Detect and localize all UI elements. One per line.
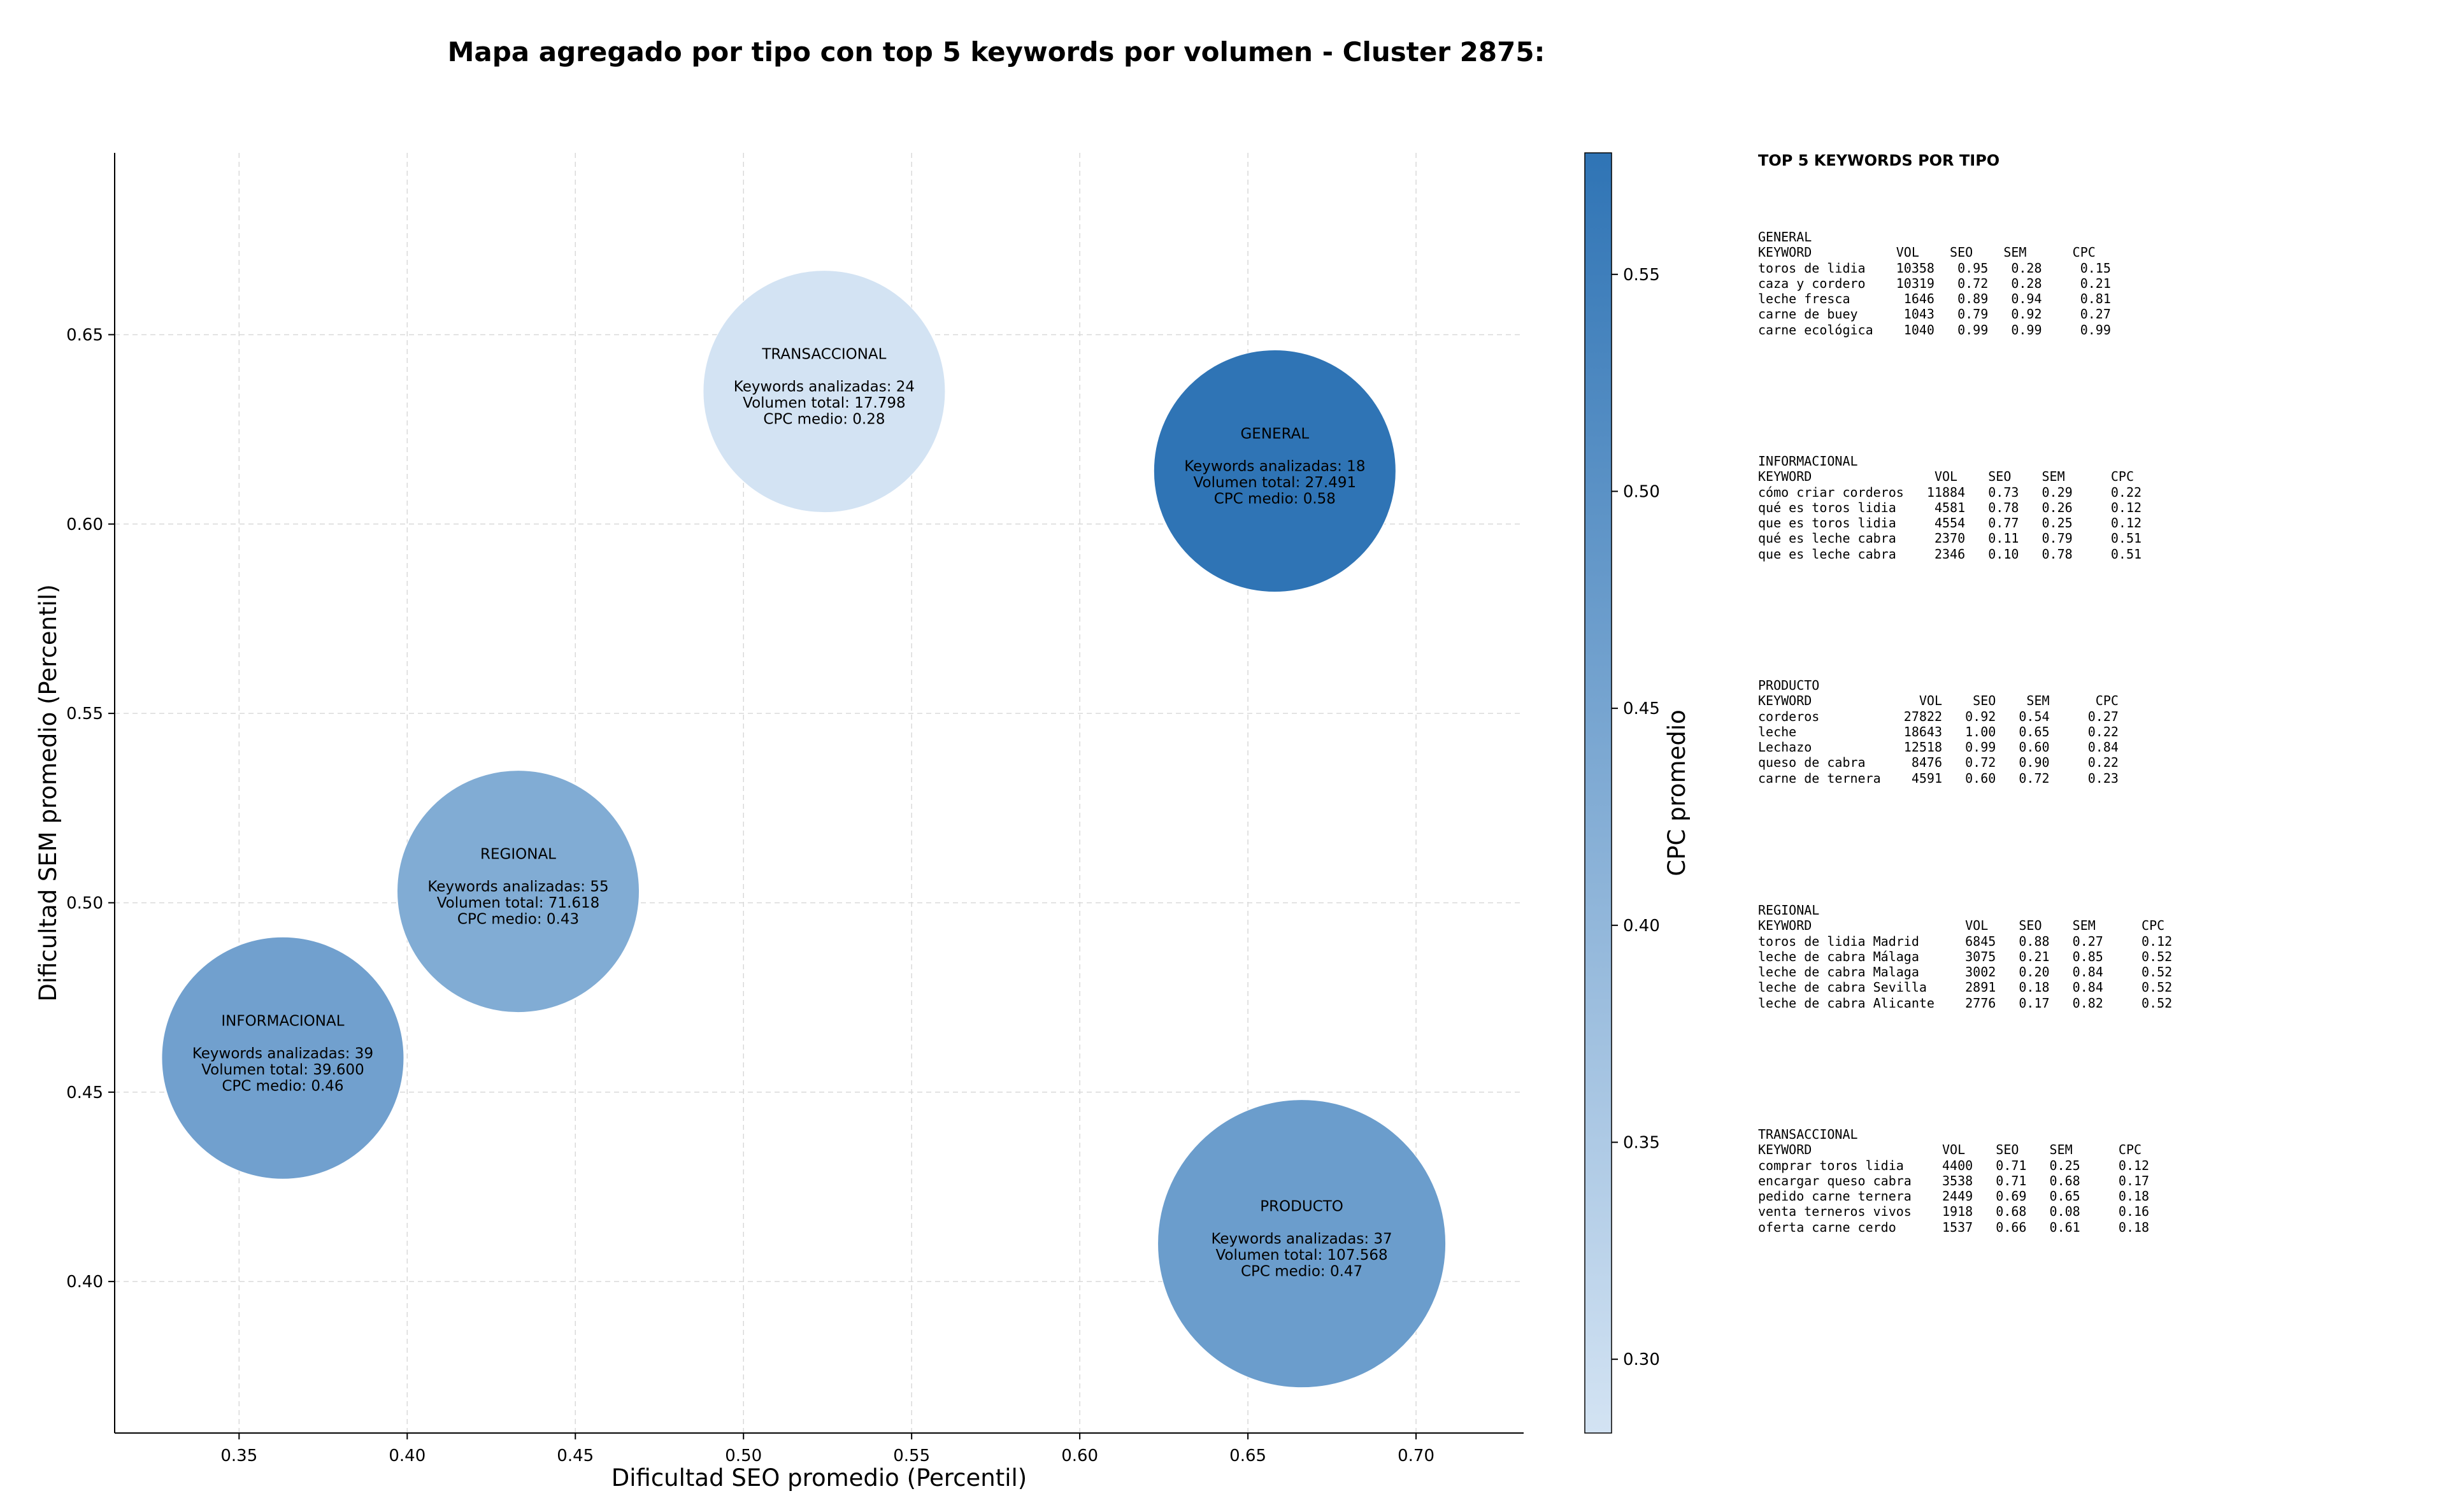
y-tick-label: 0.55 xyxy=(66,704,103,724)
x-tick-label: 0.40 xyxy=(389,1446,426,1466)
top-keywords-panel: TOP 5 KEYWORDS POR TIPO GENERAL KEYWORD … xyxy=(1758,148,2433,1294)
keyword-table-producto: PRODUCTO KEYWORD VOL SEO SEM CPC cordero… xyxy=(1758,678,2119,786)
bubble-informacional: INFORMACIONAL Keywords analizadas: 39Volu… xyxy=(161,936,404,1180)
bubble-label: Volumen total: 107.568 xyxy=(1215,1247,1387,1264)
bubble-circle xyxy=(1153,350,1396,593)
bubble-transaccional: TRANSACCIONAL Keywords analizadas: 24Volu… xyxy=(703,270,946,513)
bubble-label: Keywords analizadas: 24 xyxy=(734,379,915,396)
keyword-block-producto: PRODUCTO KEYWORD VOL SEO SEM CPC cordero… xyxy=(1758,678,2119,786)
colorbar-ticks: 0.30 0.35 0.40 0.45 0.50 0.55 xyxy=(1612,266,1660,1369)
bubble-circle xyxy=(1157,1099,1447,1388)
bubble-circle xyxy=(397,770,640,1013)
keyword-table-general: GENERAL KEYWORD VOL SEO SEM CPC toros de… xyxy=(1758,229,2111,338)
bubble-label: PRODUCTO xyxy=(1260,1199,1343,1215)
y-axis-label: Dificultad SEM promedio (Percentil) xyxy=(34,584,62,1001)
y-tick-label: 0.45 xyxy=(66,1083,103,1102)
colorbar-tick-label: 0.35 xyxy=(1623,1133,1660,1152)
keyword-table-transaccional: TRANSACCIONAL KEYWORD VOL SEO SEM CPC co… xyxy=(1758,1127,2150,1235)
bubble-label: REGIONAL xyxy=(480,846,556,863)
bubble-circle xyxy=(161,936,404,1180)
x-tick-label: 0.35 xyxy=(220,1446,257,1466)
chart-title: Mapa agregado por tipo con top 5 keyword… xyxy=(448,36,1545,68)
bubble-label: GENERAL xyxy=(1240,426,1309,443)
keyword-block-transaccional: TRANSACCIONAL KEYWORD VOL SEO SEM CPC co… xyxy=(1758,1127,2149,1235)
x-tick-label: 0.70 xyxy=(1398,1446,1434,1466)
keyword-block-general: GENERAL KEYWORD VOL SEO SEM CPC toros de… xyxy=(1758,229,2111,338)
keyword-block-informacional: INFORMACIONAL KEYWORD VOL SEO SEM CPC có… xyxy=(1758,453,2142,562)
bubble-label: TRANSACCIONAL xyxy=(761,346,886,363)
bubble-label: Volumen total: 39.600 xyxy=(201,1062,364,1078)
bubble-label: CPC medio: 0.28 xyxy=(763,411,885,428)
x-tick-label: 0.45 xyxy=(557,1446,594,1466)
y-tick-label: 0.40 xyxy=(66,1273,103,1292)
colorbar-tick-label: 0.45 xyxy=(1623,699,1660,718)
keyword-table-informacional: INFORMACIONAL KEYWORD VOL SEO SEM CPC có… xyxy=(1758,453,2142,562)
x-axis-label: Dificultad SEO promedio (Percentil) xyxy=(612,1464,1027,1492)
bubble-label: Volumen total: 27.491 xyxy=(1194,474,1357,491)
bubble-label: CPC medio: 0.58 xyxy=(1214,491,1336,508)
y-ticks: 0.40 0.45 0.50 0.55 0.60 0.65 xyxy=(66,325,115,1292)
bubble-label: Volumen total: 17.798 xyxy=(743,395,906,411)
x-tick-label: 0.65 xyxy=(1229,1446,1266,1466)
panel-title: TOP 5 KEYWORDS POR TIPO xyxy=(1758,152,2000,169)
bubble-label: INFORMACIONAL xyxy=(221,1013,344,1029)
colorbar-label: CPC promedio xyxy=(1663,710,1691,876)
bubble-label: Volumen total: 71.618 xyxy=(437,895,600,911)
y-tick-label: 0.50 xyxy=(66,894,103,913)
x-tick-label: 0.55 xyxy=(893,1446,930,1466)
bubble-label: CPC medio: 0.47 xyxy=(1241,1264,1362,1280)
colorbar-tick-label: 0.40 xyxy=(1623,916,1660,936)
bubble-label: Keywords analizadas: 18 xyxy=(1184,459,1365,475)
colorbar-tick-label: 0.50 xyxy=(1623,482,1660,501)
bubble-label: Keywords analizadas: 37 xyxy=(1211,1231,1392,1248)
bubble-circle xyxy=(703,270,946,513)
colorbar xyxy=(1584,152,1612,1434)
colorbar-tick-label: 0.30 xyxy=(1623,1350,1660,1369)
y-tick-label: 0.60 xyxy=(66,515,103,534)
bubble-label: Keywords analizadas: 55 xyxy=(427,879,608,895)
bubble-label: Keywords analizadas: 39 xyxy=(192,1045,373,1062)
bubble-label: CPC medio: 0.43 xyxy=(457,911,579,928)
x-tick-label: 0.60 xyxy=(1061,1446,1098,1466)
bubble-label: CPC medio: 0.46 xyxy=(222,1078,343,1094)
y-tick-label: 0.65 xyxy=(66,325,103,345)
x-ticks: 0.35 0.40 0.45 0.50 0.55 0.60 0.65 0.70 xyxy=(220,1433,1434,1466)
x-tick-label: 0.50 xyxy=(725,1446,762,1466)
keyword-table-regional: REGIONAL KEYWORD VOL SEO SEM CPC toros d… xyxy=(1758,902,2173,1011)
axes xyxy=(114,153,1524,1434)
colorbar-tick-label: 0.55 xyxy=(1623,266,1660,285)
keyword-block-regional: REGIONAL KEYWORD VOL SEO SEM CPC toros d… xyxy=(1758,902,2172,1011)
